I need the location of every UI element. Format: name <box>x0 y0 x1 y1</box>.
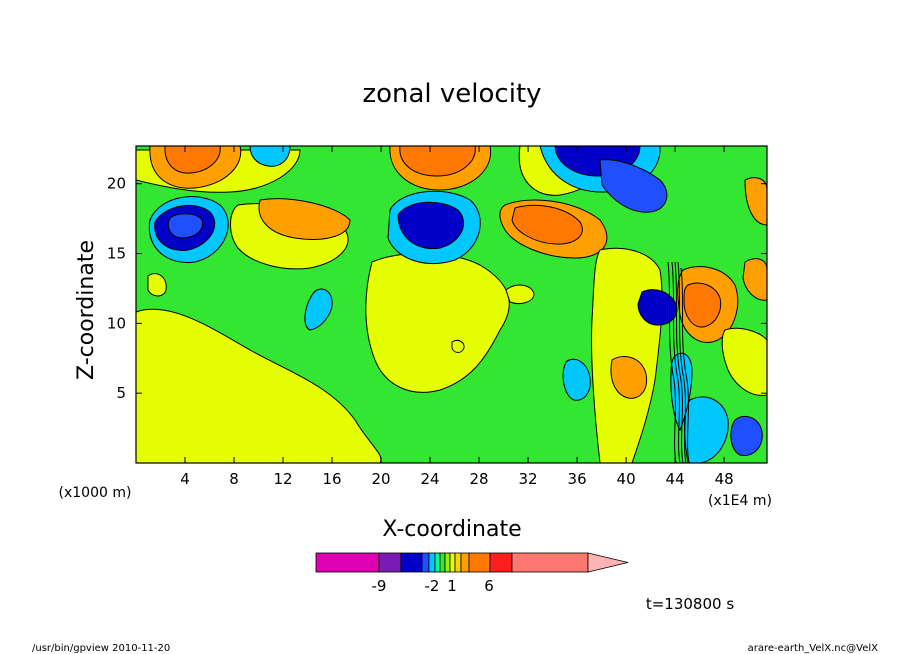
colorbar: -9 -2 1 6 <box>315 552 629 595</box>
colorbar-tick-label: -9 <box>372 577 387 595</box>
field-region <box>365 252 510 393</box>
y-tick-label: 10 <box>107 314 126 332</box>
y-unit-label: (x1000 m) <box>59 485 132 501</box>
y-axis-ticks: 5 10 15 20 <box>107 175 767 402</box>
x-axis-ticks: 4 8 12 16 20 24 28 32 36 40 44 48 <box>180 146 734 488</box>
field-region <box>258 198 351 240</box>
field-region <box>610 356 648 399</box>
colorbar-tick-label: -2 <box>425 577 440 595</box>
y-tick-label: 20 <box>107 175 126 193</box>
field-region <box>397 201 464 250</box>
footer-right: arare-earth_VelX.nc@VelX <box>748 643 879 654</box>
colorbar-swatch <box>439 552 446 573</box>
time-label: t=130800 s <box>646 595 734 613</box>
field-region <box>730 416 763 457</box>
x-unit-label: (x1E4 m) <box>708 493 772 509</box>
colorbar-triangle <box>587 552 629 573</box>
colorbar-swatch <box>428 552 436 573</box>
field-region <box>164 146 221 174</box>
x-tick-label: 12 <box>273 470 292 488</box>
colorbar-tick-label: 6 <box>484 577 494 595</box>
x-tick-label: 24 <box>421 470 440 488</box>
field-region <box>399 146 476 177</box>
footer-left: /usr/bin/gpview 2010-11-20 <box>32 643 170 654</box>
field-region <box>721 327 767 396</box>
field-region <box>637 289 678 326</box>
x-tick-label: 44 <box>666 470 685 488</box>
y-tick-label: 15 <box>107 245 126 263</box>
field-region <box>511 204 583 245</box>
front-lines <box>667 261 690 463</box>
field-region <box>505 284 535 305</box>
x-tick-label: 28 <box>470 470 489 488</box>
x-tick-label: 4 <box>180 470 190 488</box>
field-region <box>304 288 333 331</box>
y-tick-label: 5 <box>116 384 126 402</box>
colorbar-swatch <box>444 552 451 573</box>
field-region <box>599 159 668 213</box>
colorbar-swatch <box>468 552 491 573</box>
plot-frame <box>135 145 768 464</box>
field-region <box>249 146 291 167</box>
colorbar-swatch <box>454 552 462 573</box>
field-region <box>167 213 204 239</box>
x-tick-label: 20 <box>372 470 391 488</box>
x-tick-label: 32 <box>519 470 538 488</box>
field-region <box>451 339 465 353</box>
y-axis-label: Z-coordinate <box>74 240 99 380</box>
colorbar-swatch <box>315 552 380 573</box>
field-region <box>683 282 722 328</box>
colorbar-swatch <box>511 552 589 573</box>
x-tick-label: 40 <box>617 470 636 488</box>
colorbar-swatch <box>489 552 513 573</box>
field-region <box>136 308 382 463</box>
colorbar-swatch <box>400 552 423 573</box>
colorbar-tick-label: 1 <box>447 577 457 595</box>
field-region <box>744 177 767 226</box>
colorbar-swatch <box>449 552 456 573</box>
x-tick-label: 48 <box>715 470 734 488</box>
colorbar-swatch <box>378 552 402 573</box>
colorbar-swatch <box>460 552 470 573</box>
chart-title: zonal velocity <box>362 79 541 109</box>
velocity-field <box>136 146 767 463</box>
field-region <box>742 258 767 301</box>
colorbar-swatch <box>421 552 430 573</box>
x-tick-label: 16 <box>322 470 341 488</box>
x-axis-label: X-coordinate <box>382 517 521 542</box>
field-region <box>147 273 167 297</box>
colorbar-swatch <box>434 552 441 573</box>
x-tick-label: 36 <box>568 470 587 488</box>
field-region <box>562 358 591 401</box>
x-tick-label: 8 <box>229 470 239 488</box>
